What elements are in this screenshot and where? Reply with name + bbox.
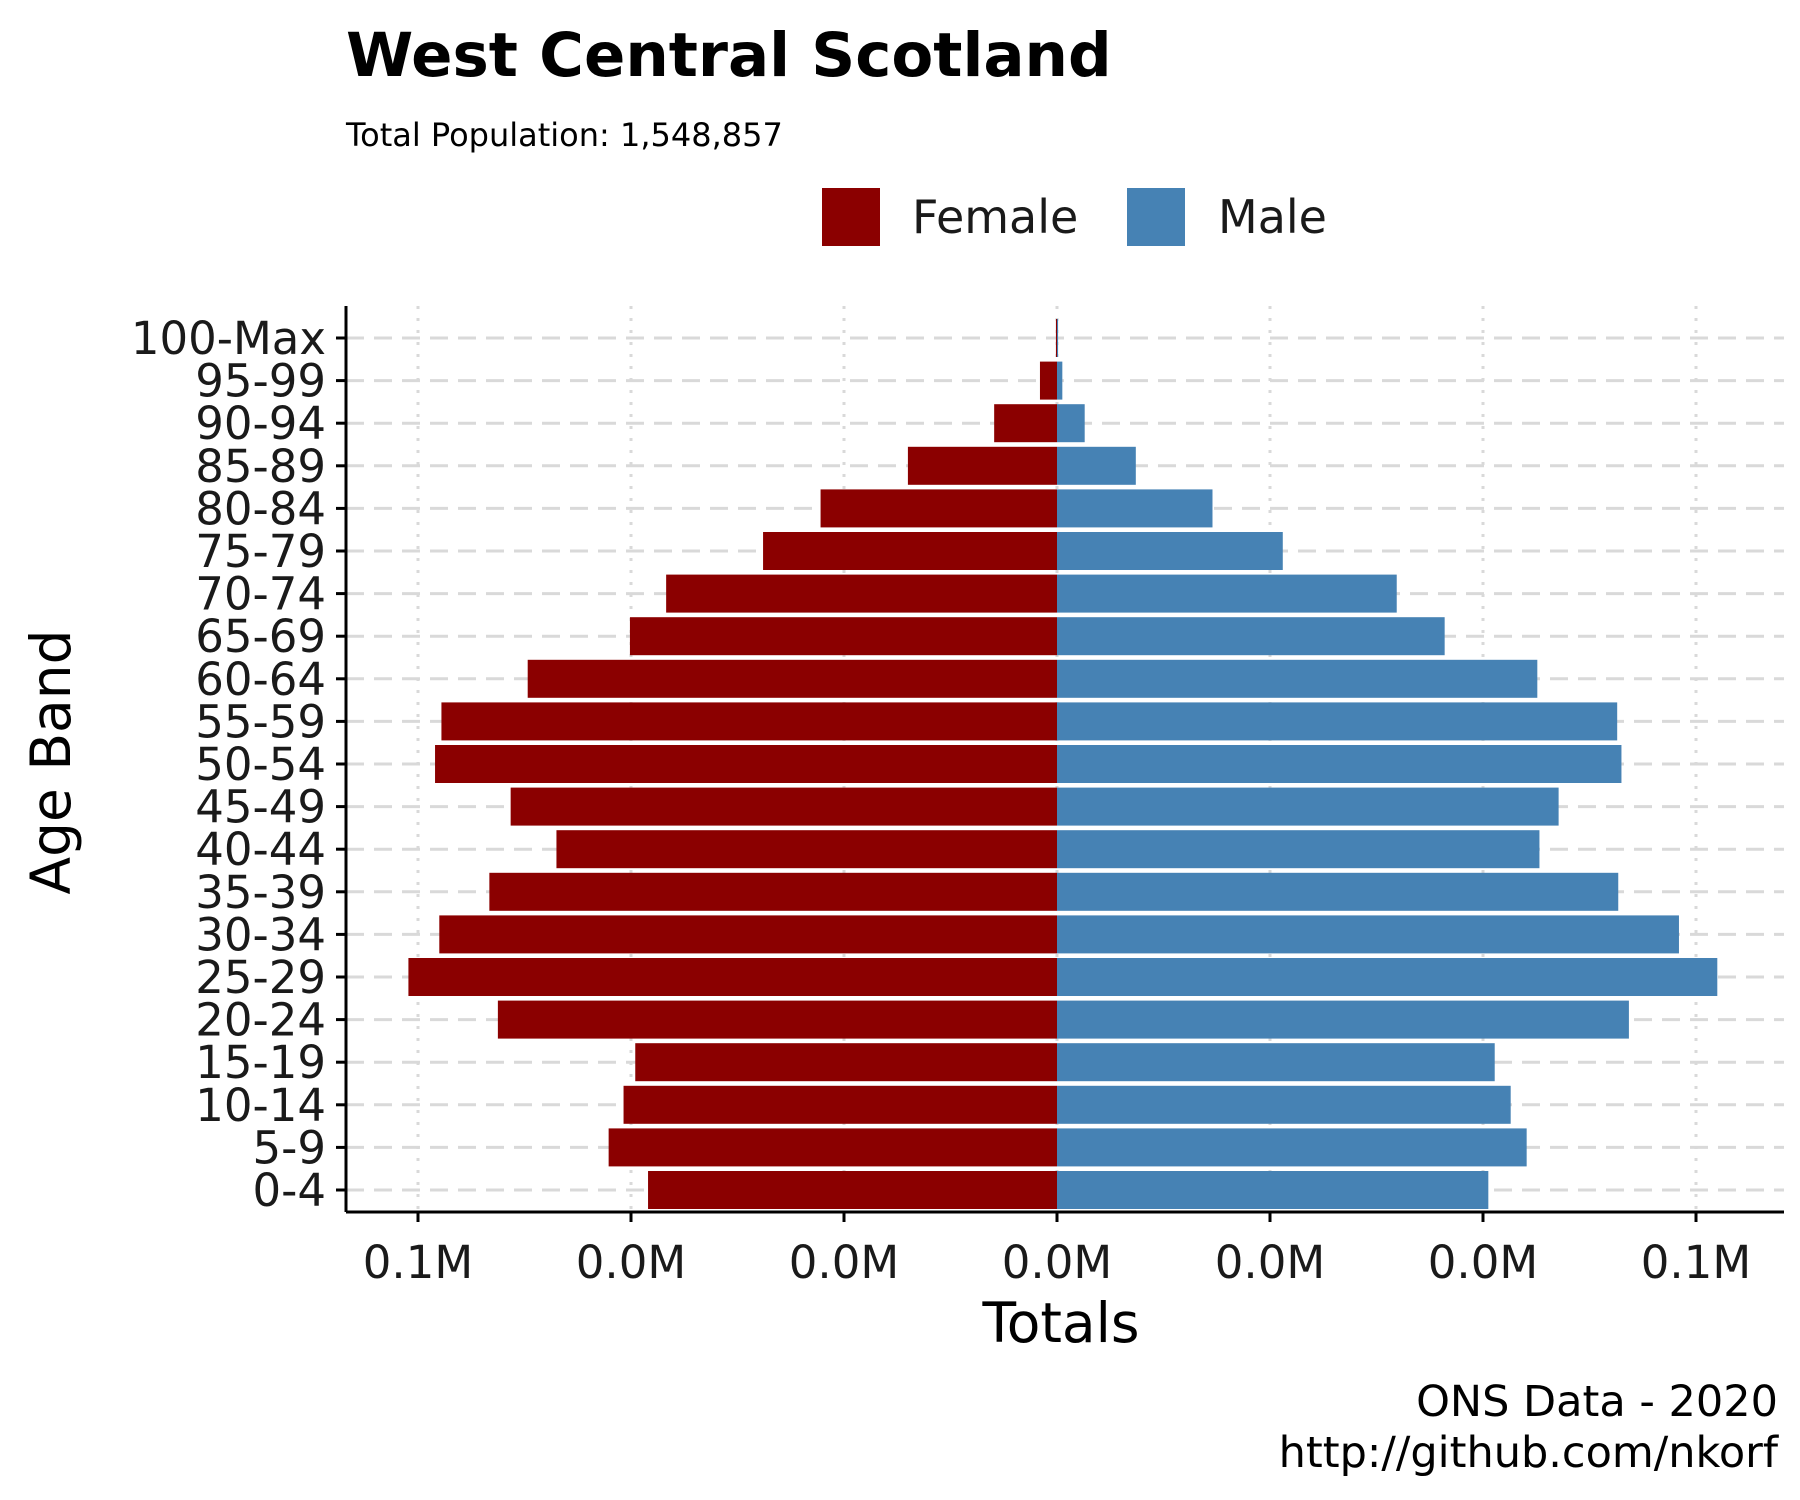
- bar-male-0-4: [1057, 1171, 1489, 1209]
- bar-male-70-74: [1057, 574, 1397, 613]
- bar-male-85-89: [1057, 446, 1136, 485]
- bar-male-60-64: [1057, 659, 1538, 698]
- bar-male-20-24: [1057, 1000, 1629, 1039]
- bar-male-40-44: [1057, 830, 1540, 869]
- legend-label-male: Male: [1218, 190, 1327, 244]
- bar-female-70-74: [666, 574, 1057, 613]
- caption-url: http://github.com/nkorf: [1279, 1428, 1779, 1478]
- y-tick-label: 0-4: [253, 1164, 327, 1217]
- bar-female-85-89: [907, 446, 1057, 485]
- bar-male-100-Max: [1057, 319, 1059, 357]
- y-tick-label: 40-44: [195, 823, 326, 876]
- y-tick-label: 90-94: [195, 397, 326, 450]
- y-axis-title: Age Band: [19, 629, 83, 894]
- y-tick-label: 60-64: [195, 653, 326, 706]
- bar-female-90-94: [994, 404, 1057, 443]
- axes: [336, 306, 1784, 1222]
- bar-male-45-49: [1057, 787, 1559, 826]
- y-tick-label: 25-29: [195, 951, 326, 1004]
- bar-female-30-34: [439, 915, 1057, 954]
- x-tick-label: 0.0M: [1215, 1236, 1325, 1289]
- bar-male-5-9: [1057, 1128, 1527, 1167]
- bar-female-15-19: [635, 1043, 1057, 1082]
- bar-male-15-19: [1057, 1043, 1495, 1082]
- bar-female-35-39: [489, 872, 1058, 911]
- bar-female-65-69: [629, 617, 1057, 656]
- bar-female-55-59: [441, 702, 1057, 741]
- legend-swatch-female: [822, 188, 880, 246]
- bar-male-35-39: [1057, 872, 1619, 911]
- bar-female-75-79: [763, 532, 1057, 570]
- legend: Female Male: [822, 188, 1327, 246]
- chart-title: West Central Scotland: [346, 20, 1112, 91]
- bar-female-20-24: [497, 1000, 1057, 1039]
- bar-male-10-14: [1057, 1085, 1511, 1124]
- y-tick-label: 45-49: [195, 781, 326, 834]
- x-tick-label: 0.0M: [1428, 1236, 1538, 1289]
- chart-subtitle: Total Population: 1,548,857: [345, 116, 783, 154]
- x-axis-title: Totals: [981, 1291, 1139, 1355]
- bar-female-95-99: [1039, 361, 1057, 400]
- x-tick-label: 0.0M: [789, 1236, 899, 1289]
- y-tick-label: 75-79: [195, 525, 326, 578]
- y-tick-label: 50-54: [195, 738, 326, 791]
- caption-source: ONS Data - 2020: [1416, 1377, 1778, 1427]
- y-tick-label: 95-99: [195, 355, 326, 408]
- bar-male-90-94: [1057, 404, 1085, 443]
- bars: [408, 319, 1718, 1209]
- bar-female-80-84: [820, 489, 1057, 528]
- bar-female-100-Max: [1055, 319, 1057, 357]
- legend-swatch-male: [1127, 188, 1185, 246]
- y-tick-label: 20-24: [195, 994, 326, 1047]
- x-tick-label: 0.0M: [576, 1236, 686, 1289]
- bar-male-55-59: [1057, 702, 1618, 741]
- y-tick-label: 70-74: [195, 568, 326, 621]
- bar-female-40-44: [556, 830, 1057, 869]
- bar-male-95-99: [1057, 361, 1063, 400]
- bar-male-80-84: [1057, 489, 1213, 528]
- y-tick-label: 35-39: [195, 866, 326, 919]
- bar-female-45-49: [510, 787, 1057, 826]
- bar-male-50-54: [1057, 745, 1622, 783]
- y-tick-label: 80-84: [195, 482, 326, 535]
- x-tick-label: 0.0M: [1002, 1236, 1112, 1289]
- bar-male-30-34: [1057, 915, 1679, 954]
- legend-label-female: Female: [912, 190, 1078, 244]
- bar-female-60-64: [527, 659, 1057, 698]
- bar-female-25-29: [408, 958, 1057, 996]
- bar-male-75-79: [1057, 532, 1283, 570]
- y-tick-label: 30-34: [195, 908, 326, 961]
- y-tick-label: 55-59: [195, 695, 326, 748]
- y-tick-label: 85-89: [195, 440, 326, 493]
- bar-female-0-4: [648, 1171, 1057, 1209]
- y-tick-label: 15-19: [195, 1036, 326, 1089]
- bar-female-50-54: [435, 745, 1057, 783]
- tick-labels: 0-45-910-1415-1920-2425-2930-3435-3940-4…: [131, 312, 1751, 1289]
- bar-male-25-29: [1057, 958, 1718, 996]
- bar-female-10-14: [623, 1085, 1057, 1124]
- x-tick-label: 0.1M: [1641, 1236, 1751, 1289]
- y-tick-label: 5-9: [253, 1121, 327, 1174]
- y-tick-label: 100-Max: [131, 312, 326, 365]
- y-tick-label: 65-69: [195, 610, 326, 663]
- bar-male-65-69: [1057, 617, 1445, 656]
- bar-female-5-9: [608, 1128, 1057, 1167]
- y-tick-label: 10-14: [195, 1079, 326, 1132]
- x-tick-label: 0.1M: [363, 1236, 473, 1289]
